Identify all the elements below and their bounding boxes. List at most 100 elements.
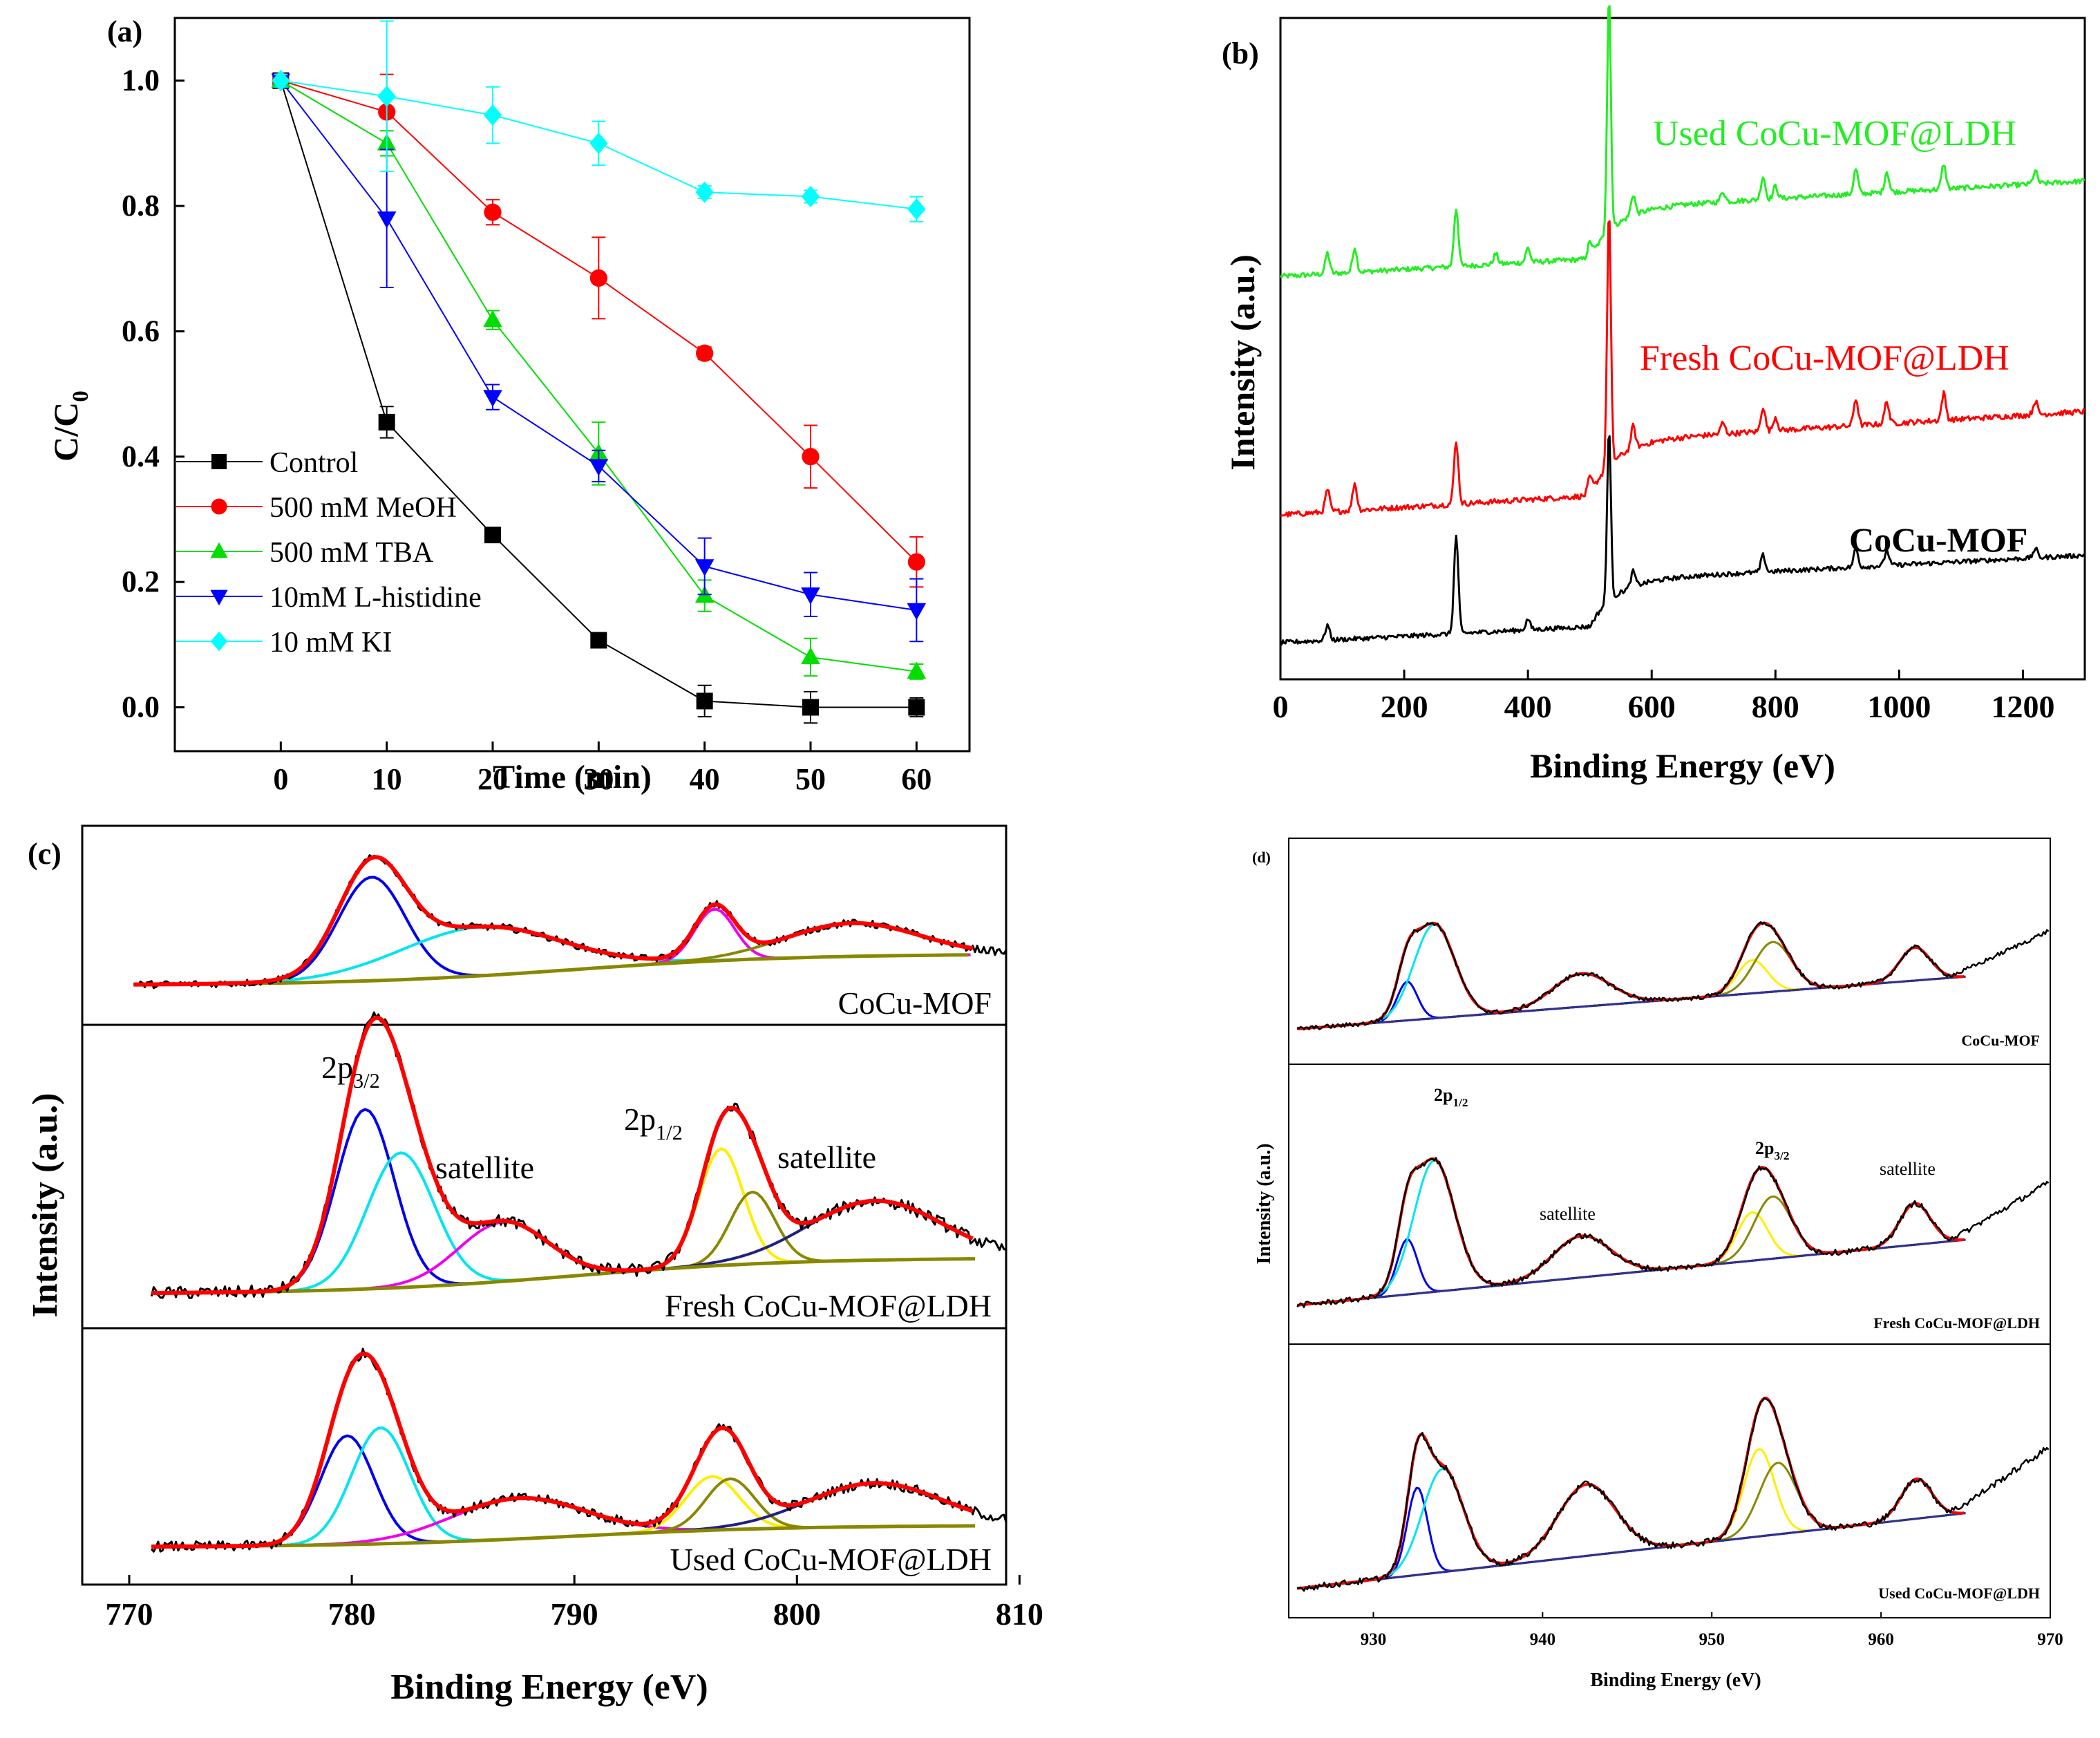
y-tick-label: 1.0 bbox=[122, 64, 160, 97]
data-point bbox=[210, 589, 228, 606]
fit-component bbox=[1297, 1486, 1965, 1590]
y-tick-label: 0.4 bbox=[122, 440, 160, 473]
series-control bbox=[272, 72, 925, 724]
data-point bbox=[272, 70, 290, 92]
data-point bbox=[907, 603, 927, 621]
fit-component bbox=[151, 1199, 972, 1295]
data-point bbox=[483, 390, 502, 408]
x-axis-label: Binding Energy (eV) bbox=[1530, 746, 1835, 785]
y-axis-label: Intensity (a.u.) bbox=[26, 1093, 65, 1317]
fit-component bbox=[1297, 1202, 1965, 1307]
panel-label: (c) bbox=[28, 837, 62, 871]
survey-spectrum-line bbox=[1279, 435, 2086, 646]
fit-component bbox=[1297, 1477, 1965, 1590]
x-tick-label: 400 bbox=[1504, 689, 1552, 724]
survey-fresh-cocu-mof-ldh: Fresh CoCu-MOF@LDH bbox=[1280, 220, 2085, 518]
data-point bbox=[802, 448, 820, 466]
subplot-cocu-mof: CoCu-MOF bbox=[133, 854, 1008, 1021]
x-tick-label: 0 bbox=[1273, 689, 1289, 724]
fit-component bbox=[133, 876, 971, 986]
survey-spectrum-line bbox=[1280, 220, 2085, 518]
raw-spectrum-line bbox=[1296, 921, 2050, 1031]
background-line bbox=[151, 1524, 976, 1549]
legend-label: 10 mM KI bbox=[269, 627, 392, 659]
x-tick-label: 970 bbox=[2037, 1630, 2063, 1649]
subplot-label: Fresh CoCu-MOF@LDH bbox=[665, 1288, 992, 1323]
fit-component bbox=[1297, 1483, 1965, 1590]
survey-spectrum-line bbox=[1279, 5, 2085, 279]
annotation-2p32: 2p3/2 bbox=[1755, 1138, 1789, 1162]
x-tick-label: 200 bbox=[1381, 689, 1428, 724]
fit-component bbox=[1297, 946, 1965, 1030]
annotation-satellite: satellite bbox=[1880, 1159, 1936, 1179]
raw-spectrum-line bbox=[1296, 1157, 2050, 1308]
annotation-satellite: satellite bbox=[1540, 1204, 1596, 1224]
fit-envelope-line bbox=[1296, 1397, 1965, 1590]
raw-spectrum-line bbox=[150, 1011, 1007, 1299]
data-point bbox=[908, 699, 925, 716]
panel-label: (b) bbox=[1222, 37, 1259, 70]
data-point bbox=[484, 527, 501, 544]
panel-b: (b) 0 200 400 600 800 1000 1200 Binding Energy (… bbox=[1222, 5, 2086, 785]
x-axis-label: Binding Energy (eV) bbox=[1590, 1670, 1761, 1691]
x-tick-label: 930 bbox=[1361, 1630, 1387, 1649]
subplot-cocu-mof: CoCu-MOF bbox=[1296, 921, 2050, 1049]
subplot-label: Fresh CoCu-MOF@LDH bbox=[1873, 1314, 2040, 1332]
data-point bbox=[377, 85, 396, 107]
x-tick-label: 800 bbox=[1752, 689, 1799, 724]
x-tick-label: 790 bbox=[551, 1596, 598, 1632]
fit-component bbox=[133, 921, 971, 986]
x-tick-label: 940 bbox=[1530, 1630, 1556, 1649]
y-tick-label: 0.8 bbox=[122, 189, 160, 223]
annotation-satellite: satellite bbox=[435, 1150, 534, 1185]
x-tick-label: 770 bbox=[106, 1596, 153, 1632]
fit-component bbox=[1297, 1196, 1965, 1307]
series-label: Used CoCu-MOF@LDH bbox=[1653, 114, 2016, 153]
series-label: CoCu-MOF bbox=[1849, 520, 2027, 559]
x-tick-label: 40 bbox=[690, 762, 720, 796]
x-tick-label: 20 bbox=[477, 762, 508, 796]
subplot-fresh-cocu-mof-ldh: Fresh CoCu-MOF@LDH bbox=[1296, 1157, 2050, 1332]
plot-frame bbox=[1288, 838, 2051, 1618]
data-point bbox=[695, 181, 714, 203]
survey-cocu-mof: CoCu-MOF bbox=[1279, 435, 2086, 646]
data-point bbox=[378, 413, 395, 431]
x-tick-label: 600 bbox=[1628, 689, 1676, 724]
legend-label: 10mM L-histidine bbox=[269, 582, 482, 614]
y-tick-label: 0.2 bbox=[122, 565, 160, 598]
x-tick-label: 1000 bbox=[1867, 689, 1931, 724]
x-tick-label: 0 bbox=[273, 762, 288, 796]
subplot-used-cocu-mof-ldh: Used CoCu-MOF@LDH bbox=[151, 1348, 1008, 1577]
subplot-label: CoCu-MOF bbox=[838, 985, 992, 1021]
x-axis-label: Binding Energy (eV) bbox=[390, 1668, 708, 1707]
x-tick-label: 1200 bbox=[1991, 689, 2054, 724]
legend-label: 500 mM TBA bbox=[269, 537, 434, 569]
fit-envelope-line bbox=[151, 1351, 974, 1549]
survey-used-cocu-mof-ldh: Used CoCu-MOF@LDH bbox=[1279, 5, 2085, 279]
plot-frame bbox=[81, 824, 1008, 1586]
data-point bbox=[801, 647, 820, 665]
data-point bbox=[590, 632, 607, 649]
data-point bbox=[907, 198, 926, 220]
annotation-2p12: 2p1/2 bbox=[624, 1102, 683, 1144]
data-point bbox=[801, 185, 820, 208]
data-point bbox=[694, 559, 715, 576]
x-tick-label: 810 bbox=[996, 1596, 1043, 1632]
x-tick-label: 800 bbox=[773, 1596, 821, 1632]
x-axis-label: Time (min) bbox=[493, 759, 652, 795]
series-10-mm-ki bbox=[272, 20, 926, 223]
subplot-label: CoCu-MOF bbox=[1961, 1032, 2040, 1049]
data-point bbox=[210, 631, 228, 652]
annotation-2p32: 2p3/2 bbox=[321, 1050, 380, 1093]
data-point bbox=[211, 454, 227, 469]
subplot-label: Used CoCu-MOF@LDH bbox=[1878, 1585, 2040, 1602]
data-point bbox=[211, 498, 227, 515]
data-point bbox=[589, 459, 609, 476]
data-point bbox=[377, 211, 397, 229]
data-point bbox=[483, 310, 502, 328]
data-point bbox=[589, 269, 607, 287]
fit-envelope-line bbox=[133, 855, 974, 987]
data-point bbox=[696, 344, 714, 362]
panel-a: (a) 0 10 20 30 40 50 60 0.0 0.2 0.4 0.6 0.8 1.0 Time (… bbox=[46, 15, 971, 796]
data-point bbox=[589, 132, 608, 154]
